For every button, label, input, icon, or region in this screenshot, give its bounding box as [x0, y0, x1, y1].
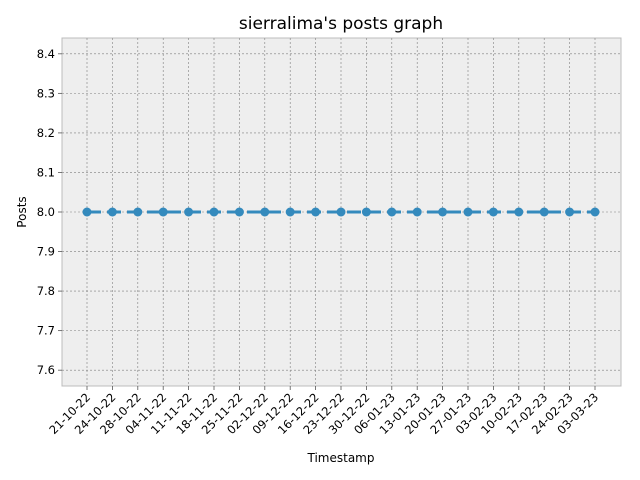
data-point: [209, 207, 219, 217]
data-point: [463, 207, 473, 217]
data-point: [565, 207, 575, 217]
y-axis-label: Posts: [15, 196, 29, 227]
data-point: [82, 207, 92, 217]
y-tick-label: 7.9: [37, 245, 55, 259]
y-tick-label: 8.2: [37, 126, 55, 140]
y-tick-label: 8.3: [37, 86, 55, 100]
data-point: [311, 207, 321, 217]
x-axis-label: Timestamp: [307, 451, 375, 465]
series-posts: [82, 207, 600, 217]
data-point: [260, 207, 270, 217]
data-point: [412, 207, 422, 217]
y-tick-label: 8.4: [37, 47, 55, 61]
data-point: [438, 207, 448, 217]
chart-title: sierralima's posts graph: [239, 14, 443, 34]
y-tick-label: 8.0: [37, 205, 55, 219]
data-point: [107, 207, 117, 217]
data-point: [361, 207, 371, 217]
data-point: [539, 207, 549, 217]
y-axis-ticks: 7.6 7.7 7.8 7.9 8.0 8.1 8.2 8.3 8.4: [37, 47, 62, 377]
data-point: [184, 207, 194, 217]
data-point: [514, 207, 524, 217]
y-tick-label: 7.6: [37, 363, 55, 377]
data-point: [336, 207, 346, 217]
data-point: [234, 207, 244, 217]
data-point: [133, 207, 143, 217]
y-tick-label: 7.7: [37, 324, 55, 338]
data-point: [590, 207, 600, 217]
y-tick-label: 7.8: [37, 284, 55, 298]
y-tick-label: 8.1: [37, 165, 55, 179]
data-point: [158, 207, 168, 217]
data-point: [285, 207, 295, 217]
data-point: [488, 207, 498, 217]
x-axis-ticks: 21-10-2224-10-2228-10-2204-11-2211-11-22…: [46, 386, 601, 437]
data-point: [387, 207, 397, 217]
